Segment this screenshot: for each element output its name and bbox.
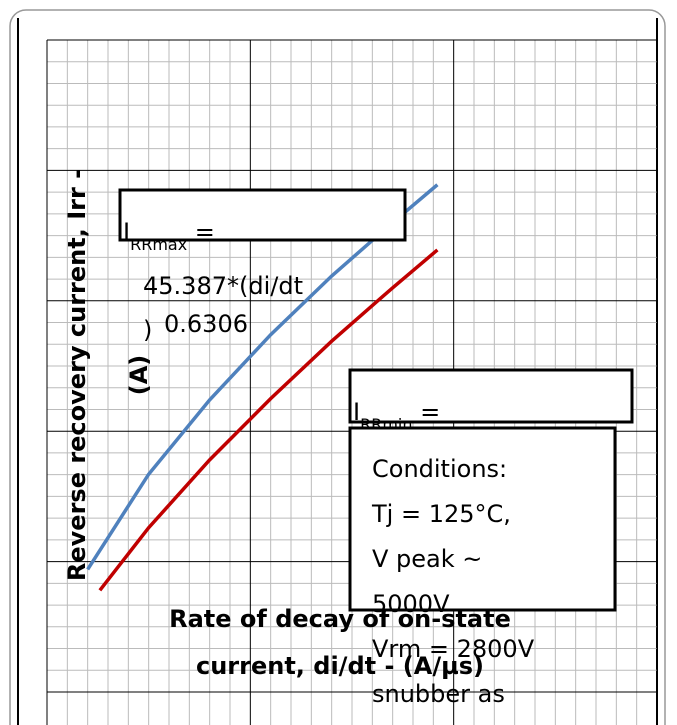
annotation-line: Conditions: bbox=[372, 455, 507, 483]
x-axis-label-line: Rate of decay of on-state bbox=[169, 605, 511, 633]
annotation-box bbox=[348, 426, 617, 612]
annotation-exponent: 0.6306 bbox=[164, 310, 248, 338]
annotation-rest: = bbox=[412, 398, 440, 426]
annotation-line: snubber as bbox=[372, 680, 505, 708]
y-axis-label-line: (A) bbox=[125, 355, 153, 396]
annotation-close: ) bbox=[143, 316, 152, 344]
x-axis-label: Rate of decay of on-state current, di/dt … bbox=[169, 605, 511, 680]
annotation-box bbox=[118, 188, 407, 242]
annotation-rest: = bbox=[187, 218, 215, 246]
annotation-box bbox=[348, 368, 634, 424]
y-axis-label-line: Reverse recovery current, Irr - bbox=[63, 169, 91, 581]
annotation-sub: RRmax bbox=[130, 235, 187, 254]
annotation-main: I bbox=[123, 218, 130, 246]
annotation-line: Vrm = 2800V bbox=[372, 635, 535, 663]
annotation-label: IRRmax = bbox=[123, 218, 215, 254]
annotation-main: I bbox=[353, 398, 360, 426]
annotation-formula: 45.387*(di/dt bbox=[143, 272, 303, 300]
annotation-line: Tj = 125°C, bbox=[371, 500, 511, 528]
y-axis-label: Reverse recovery current, Irr - (A) bbox=[63, 169, 153, 581]
series-line bbox=[98, 248, 439, 592]
x-axis-label-line: current, di/dt - (A/µs) bbox=[196, 652, 484, 680]
annotation-line: 5000V bbox=[372, 590, 450, 618]
annotation-line: V peak ~ bbox=[372, 545, 482, 573]
